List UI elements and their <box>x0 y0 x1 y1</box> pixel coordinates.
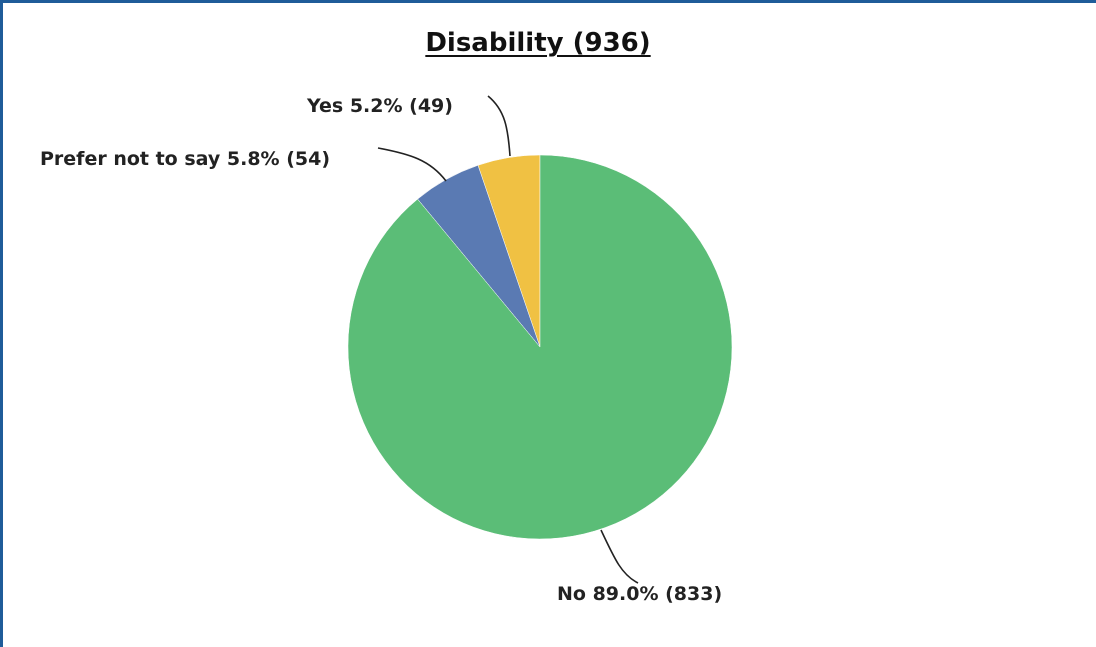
leader-line-yes <box>487 95 511 157</box>
pie-slices <box>347 154 733 540</box>
slice-label-prefer-not-to-say: Prefer not to say 5.8% (54) <box>40 148 330 170</box>
leader-lines <box>377 95 639 584</box>
slice-label-yes: Yes 5.2% (49) <box>306 95 453 117</box>
leader-line-prefer-not-to-say <box>377 147 447 182</box>
chart-title: Disability (936) <box>425 28 651 58</box>
pie-slice-no <box>347 154 733 540</box>
slice-label-no: No 89.0% (833) <box>557 583 722 605</box>
slice-labels: Yes 5.2% (49) Prefer not to say 5.8% (54)… <box>40 95 722 605</box>
leader-line-no <box>600 529 639 584</box>
